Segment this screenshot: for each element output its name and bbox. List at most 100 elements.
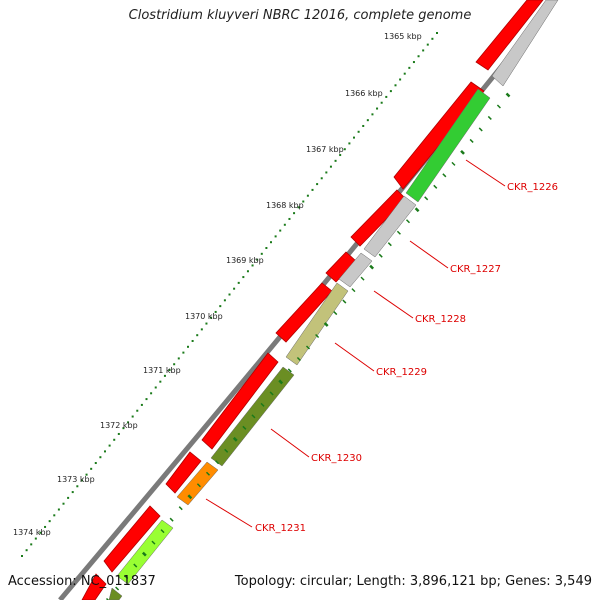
ruler-tick: [242, 425, 247, 430]
ruler-dot: [168, 369, 171, 372]
ruler-dot: [196, 334, 199, 337]
ruler-dot: [150, 392, 153, 395]
ruler-dot: [173, 363, 176, 366]
ruler-dot: [210, 316, 213, 319]
ruler-dot: [306, 194, 309, 197]
ruler-dot: [320, 177, 323, 180]
ruler-dot: [246, 270, 249, 273]
ruler-tick: [160, 529, 165, 534]
ruler-dot: [270, 241, 272, 244]
ruler-dot: [200, 328, 203, 331]
gene-block[interactable]: [393, 81, 485, 190]
ruler-tick: [396, 230, 401, 235]
gene-block-ckr1226[interactable]: [405, 88, 491, 203]
ruler-dot: [293, 212, 296, 215]
leader-line-ckr1231: [205, 498, 253, 528]
ruler-dot: [399, 78, 402, 81]
ruler-dot: [408, 66, 411, 69]
gene-block[interactable]: [350, 189, 407, 247]
ruler-dot: [283, 223, 286, 226]
gene-block[interactable]: [165, 451, 202, 494]
scale-label: 1366 kbp: [345, 89, 383, 98]
ruler-dot: [205, 322, 208, 325]
ruler-dot: [316, 183, 319, 186]
ruler-dot: [67, 496, 70, 499]
gene-block-lime[interactable]: [116, 519, 174, 585]
scale-label: 1365 kbp: [384, 32, 422, 41]
ruler-dot: [265, 247, 268, 250]
ruler-dot: [223, 299, 226, 302]
ruler-dot: [279, 229, 282, 232]
ruler-dot: [412, 61, 415, 64]
ruler-tick: [215, 460, 220, 465]
ruler-dot: [297, 206, 300, 209]
gene-block-ckr1228[interactable]: [338, 252, 373, 288]
gene-label-ckr1231[interactable]: CKR_1231: [255, 523, 306, 534]
ruler-tick: [333, 311, 338, 316]
ruler-tick: [232, 436, 238, 442]
reverse-strand-track: [108, 0, 559, 600]
leader-line-ckr1227: [409, 240, 449, 269]
ruler-tick: [460, 150, 465, 155]
gene-block[interactable]: [103, 505, 161, 573]
ruler-dot: [436, 32, 438, 34]
gene-block[interactable]: [81, 573, 107, 600]
gene-label-ckr1228[interactable]: CKR_1228: [415, 314, 466, 325]
ruler-dot: [288, 217, 291, 220]
gene-block[interactable]: [325, 251, 357, 283]
ruler-tick: [196, 483, 201, 488]
ruler-dot: [417, 55, 420, 58]
scale-label: 1373 kbp: [57, 475, 95, 484]
ruler-tick: [378, 253, 383, 258]
gene-label-ckr1227[interactable]: CKR_1227: [450, 264, 501, 275]
ruler-dot: [62, 502, 65, 505]
scale-label: 1371 kbp: [143, 366, 181, 375]
ruler-dot: [104, 450, 106, 453]
ruler-tick: [387, 242, 392, 247]
genome-stats-text: Topology: circular; Length: 3,896,121 bp…: [234, 574, 592, 589]
ruler-tick: [141, 551, 147, 557]
ruler-dot: [334, 159, 337, 162]
ruler-dot: [366, 119, 369, 122]
scale-label: 1369 kbp: [226, 256, 264, 265]
gene-block-ckr1229[interactable]: [285, 282, 349, 366]
ruler-tick: [305, 345, 311, 350]
scale-label: 1374 kbp: [13, 528, 51, 537]
ruler-dot: [394, 84, 397, 87]
gene-block-ckr1230[interactable]: [210, 366, 295, 467]
gene-block-olive-small[interactable]: [108, 587, 123, 600]
ruler-tick: [178, 506, 183, 511]
scale-label: 1368 kbp: [266, 201, 304, 210]
ruler-tick: [151, 540, 156, 545]
ruler-tick: [105, 597, 110, 600]
ruler-dot: [403, 72, 406, 75]
ruler-dot: [122, 427, 125, 430]
ruler-dot: [131, 415, 134, 418]
gene-block-ckr1227[interactable]: [363, 195, 417, 258]
scale-label: 1367 kbp: [306, 145, 344, 154]
ruler-dot: [385, 95, 388, 98]
ruler-dot: [251, 264, 254, 267]
ruler-dot: [214, 310, 217, 313]
ruler-dot: [348, 142, 351, 145]
ruler-tick: [342, 299, 347, 304]
ruler-dot: [380, 101, 383, 104]
ruler-tick: [205, 471, 211, 476]
ruler-dot: [362, 124, 365, 127]
ruler-dot: [80, 479, 83, 482]
gene-block[interactable]: [201, 352, 279, 450]
ruler-dot: [57, 508, 60, 511]
ruler-dot: [154, 386, 157, 389]
gene-label-ckr1230[interactable]: CKR_1230: [311, 453, 362, 464]
ruler-tick: [260, 402, 265, 407]
gene-block[interactable]: [275, 282, 333, 343]
ruler-dot: [21, 555, 23, 557]
ruler-dot: [90, 467, 93, 470]
ruler-dot: [25, 549, 28, 552]
gene-block-grey[interactable]: [491, 0, 559, 87]
gene-label-ckr1229[interactable]: CKR_1229: [376, 367, 427, 378]
leader-line-ckr1226: [465, 159, 506, 187]
ruler-dot: [99, 456, 102, 459]
gene-label-ckr1226[interactable]: CKR_1226: [507, 182, 558, 193]
gene-block[interactable]: [475, 0, 544, 71]
